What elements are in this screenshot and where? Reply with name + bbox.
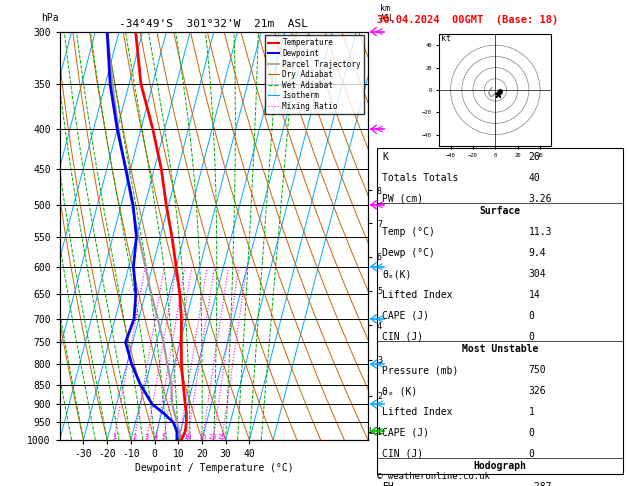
Text: -287: -287 [528, 482, 552, 486]
Text: 40: 40 [528, 173, 540, 183]
Text: 9.4: 9.4 [528, 248, 546, 258]
Text: kt: kt [440, 34, 450, 43]
Text: 326: 326 [528, 386, 546, 396]
Text: 25: 25 [218, 434, 226, 440]
Text: 0: 0 [528, 428, 534, 438]
X-axis label: Dewpoint / Temperature (°C): Dewpoint / Temperature (°C) [135, 463, 293, 473]
Text: Surface: Surface [479, 207, 521, 216]
Text: 15: 15 [198, 434, 206, 440]
Text: EH: EH [382, 482, 394, 486]
Text: 304: 304 [528, 269, 546, 279]
Text: Pressure (mb): Pressure (mb) [382, 365, 459, 375]
Text: θₑ(K): θₑ(K) [382, 269, 412, 279]
Text: 0: 0 [528, 332, 534, 342]
Text: 3: 3 [145, 434, 149, 440]
Text: 11.3: 11.3 [528, 227, 552, 237]
Text: CAPE (J): CAPE (J) [382, 311, 430, 321]
Text: K: K [382, 152, 388, 162]
Text: © weatheronline.co.uk: © weatheronline.co.uk [377, 472, 490, 481]
Text: 14: 14 [528, 290, 540, 300]
Text: CAPE (J): CAPE (J) [382, 428, 430, 438]
Text: 20: 20 [209, 434, 218, 440]
Text: Hodograph: Hodograph [474, 461, 526, 471]
Text: hPa: hPa [42, 14, 59, 23]
Text: θₑ (K): θₑ (K) [382, 386, 418, 396]
Text: CIN (J): CIN (J) [382, 332, 423, 342]
Text: km
ASL: km ASL [381, 4, 395, 23]
Text: 10: 10 [183, 434, 192, 440]
Text: 2: 2 [132, 434, 136, 440]
Text: Lifted Index: Lifted Index [382, 290, 453, 300]
Text: Temp (°C): Temp (°C) [382, 227, 435, 237]
Text: 0: 0 [528, 311, 534, 321]
Legend: Temperature, Dewpoint, Parcel Trajectory, Dry Adiabat, Wet Adiabat, Isotherm, Mi: Temperature, Dewpoint, Parcel Trajectory… [265, 35, 364, 114]
Text: Totals Totals: Totals Totals [382, 173, 459, 183]
Text: 1: 1 [112, 434, 116, 440]
Text: Dewp (°C): Dewp (°C) [382, 248, 435, 258]
Text: 26: 26 [528, 152, 540, 162]
Text: PW (cm): PW (cm) [382, 194, 423, 204]
Text: Lifted Index: Lifted Index [382, 407, 453, 417]
Text: 3.26: 3.26 [528, 194, 552, 204]
Text: 0: 0 [528, 449, 534, 459]
Text: CIN (J): CIN (J) [382, 449, 423, 459]
Text: 30.04.2024  00GMT  (Base: 18): 30.04.2024 00GMT (Base: 18) [377, 15, 559, 25]
Text: 750: 750 [528, 365, 546, 375]
Text: 8: 8 [177, 434, 182, 440]
Text: Most Unstable: Most Unstable [462, 345, 538, 354]
Text: 1: 1 [528, 407, 534, 417]
Title: -34°49'S  301°32'W  21m  ASL: -34°49'S 301°32'W 21m ASL [120, 19, 308, 30]
Text: LCL: LCL [368, 427, 383, 436]
Text: 5: 5 [161, 434, 165, 440]
Text: 4: 4 [154, 434, 158, 440]
